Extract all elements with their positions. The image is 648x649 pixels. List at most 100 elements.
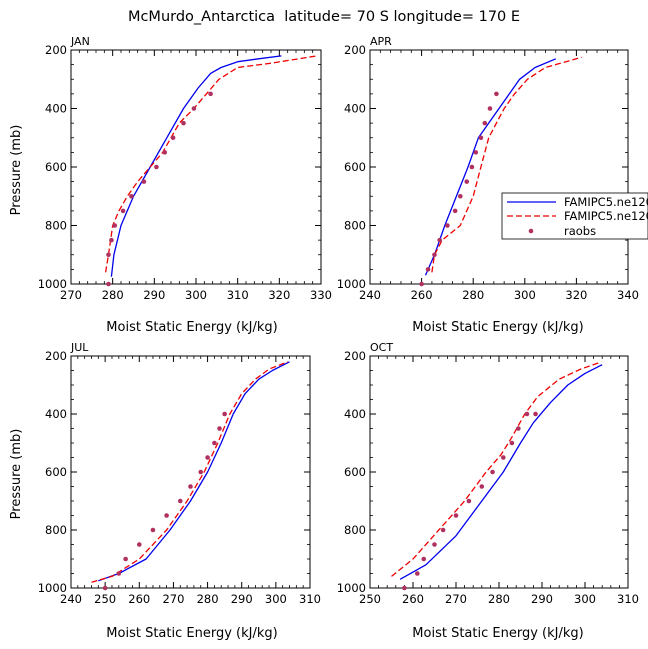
y-tick-label: 800 <box>344 219 366 233</box>
series-line-dashed <box>431 56 582 273</box>
y-tick-label: 1000 <box>38 581 67 595</box>
raobs-point <box>116 571 122 576</box>
legend-label: raobs <box>564 224 596 238</box>
raobs-point <box>533 411 538 417</box>
series-line-dashed <box>91 361 289 583</box>
raobs-point <box>487 106 493 111</box>
raobs-point <box>419 281 424 287</box>
x-axis-label: Moist Static Energy (kJ/kg) <box>412 320 583 335</box>
raobs-point <box>109 237 114 243</box>
y-tick-label: 800 <box>45 219 67 233</box>
x-tick-label: 250 <box>94 592 116 606</box>
raobs-point <box>162 150 168 155</box>
y-tick-label: 400 <box>45 102 67 116</box>
y-tick-label: 800 <box>45 523 67 537</box>
raobs-point <box>217 426 222 431</box>
x-tick-label: 310 <box>617 592 639 606</box>
x-tick-label: 290 <box>143 288 165 302</box>
raobs-point <box>501 455 506 460</box>
x-tick-label: 270 <box>445 592 467 606</box>
raobs-point <box>453 513 459 518</box>
panel-label: JUL <box>70 341 89 354</box>
raobs-point <box>205 455 210 460</box>
panel-label: OCT <box>370 341 393 354</box>
x-axis-label: Moist Static Energy (kJ/kg) <box>106 320 277 335</box>
plot-frame <box>369 49 629 285</box>
raobs-point <box>490 469 495 475</box>
x-tick-label: 300 <box>574 592 596 606</box>
x-tick-label: 300 <box>514 288 536 302</box>
raobs-point <box>177 498 183 504</box>
raobs-point <box>102 585 108 591</box>
raobs-point <box>415 571 420 576</box>
plot-frame <box>369 355 629 589</box>
y-tick-label: 200 <box>344 349 366 363</box>
raobs-point <box>478 135 484 141</box>
raobs-point <box>141 179 147 184</box>
x-tick-label: 300 <box>265 592 287 606</box>
raobs-point <box>458 193 463 199</box>
raobs-point <box>494 91 499 97</box>
raobs-point <box>150 527 156 533</box>
raobs-point <box>402 585 407 591</box>
y-tick-label: 400 <box>45 407 67 421</box>
x-tick-label: 240 <box>60 592 82 606</box>
x-tick-label: 260 <box>411 288 433 302</box>
x-tick-label: 330 <box>310 288 332 302</box>
raobs-point <box>509 440 515 446</box>
raobs-point <box>106 281 111 287</box>
y-tick-label: 600 <box>344 465 366 479</box>
raobs-point <box>432 542 437 547</box>
series-line-solid <box>110 55 282 277</box>
raobs-point <box>136 542 142 547</box>
raobs-point <box>222 411 227 417</box>
raobs-point <box>123 556 128 562</box>
y-tick-label: 800 <box>344 523 366 537</box>
x-tick-label: 300 <box>185 288 207 302</box>
y-tick-label: 200 <box>344 43 366 57</box>
raobs-point <box>120 208 126 214</box>
x-tick-label: 250 <box>359 592 381 606</box>
y-tick-label: 1000 <box>38 277 67 291</box>
y-tick-label: 1000 <box>337 581 366 595</box>
raobs-point <box>129 193 134 199</box>
plot-frame <box>70 49 322 285</box>
x-tick-label: 290 <box>531 592 553 606</box>
x-tick-label: 280 <box>197 592 219 606</box>
y-tick-label: 600 <box>45 465 67 479</box>
panel-jul: JUL Pressure (mb) Moist Static Energy (k… <box>9 341 321 641</box>
raobs-point <box>170 135 176 141</box>
y-tick-label: 400 <box>344 407 366 421</box>
raobs-point <box>479 484 485 489</box>
raobs-point <box>188 484 193 489</box>
x-tick-label: 290 <box>231 592 253 606</box>
raobs-point <box>181 120 186 126</box>
x-tick-label: 260 <box>128 592 150 606</box>
raobs-point <box>432 252 437 258</box>
y-tick-label: 200 <box>45 43 67 57</box>
raobs-point <box>112 223 118 228</box>
x-tick-label: 310 <box>227 288 249 302</box>
x-tick-label: 310 <box>299 592 321 606</box>
raobs-point <box>198 469 204 475</box>
legend-label: FAMIPC5.ne120.y <box>564 209 648 223</box>
raobs-point <box>425 267 431 272</box>
y-tick-label: 400 <box>344 102 366 116</box>
y-tick-label: 600 <box>344 160 366 174</box>
x-tick-label: 320 <box>565 288 587 302</box>
series-line-solid <box>399 364 603 580</box>
y-tick-label: 600 <box>45 160 67 174</box>
raobs-point <box>445 223 450 228</box>
raobs-point <box>164 513 169 518</box>
y-axis-label: Pressure (mb) <box>9 429 24 520</box>
raobs-point <box>524 411 530 417</box>
plot-frame <box>70 355 311 589</box>
raobs-point <box>452 208 458 214</box>
x-tick-label: 270 <box>60 288 82 302</box>
raobs-point <box>464 179 470 184</box>
series-line-solid <box>98 361 290 582</box>
figure-title: McMurdo_Antarctica latitude= 70 S longit… <box>128 9 520 25</box>
series-line-dashed <box>104 55 317 273</box>
x-tick-label: 270 <box>162 592 184 606</box>
